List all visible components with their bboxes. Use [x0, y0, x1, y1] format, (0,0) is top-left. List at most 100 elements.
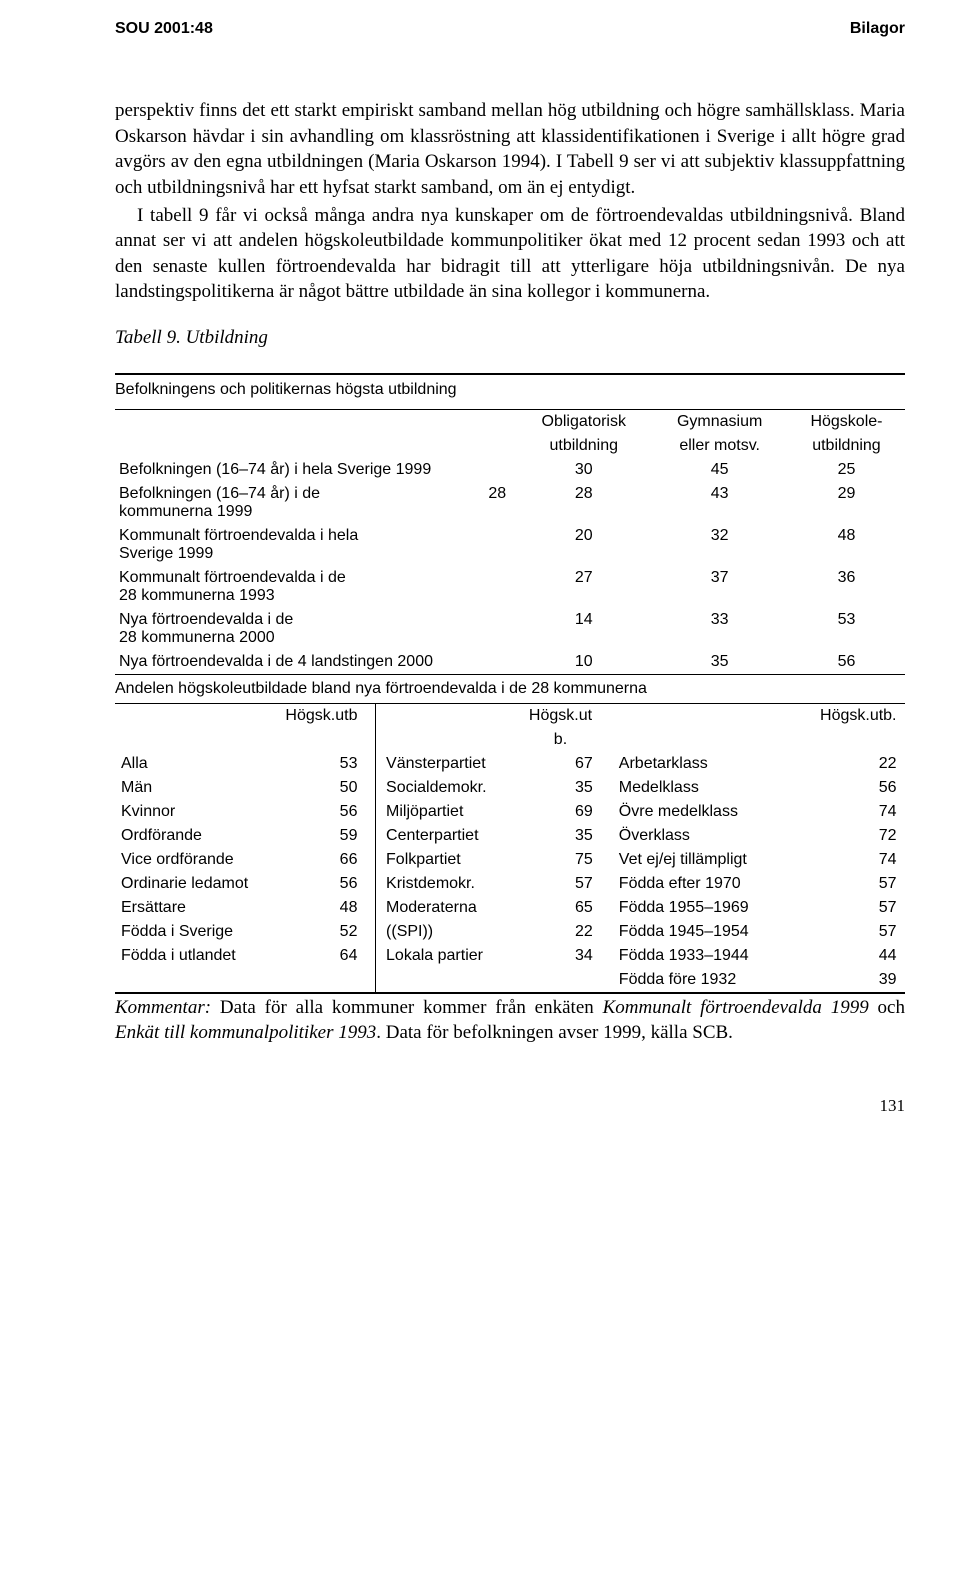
table-2: Högsk.utb Högsk.ut Högsk.utb. b. Alla53V…: [115, 704, 905, 992]
t1-head-c2b: eller motsv.: [651, 434, 788, 458]
t2-av: 50: [278, 776, 372, 800]
t1-extra: [478, 458, 516, 482]
t1-val-b: 35: [651, 650, 788, 674]
t2-bv: [522, 968, 609, 992]
t2-a: Ordinarie ledamot: [115, 872, 278, 896]
t1-val-c: 53: [788, 608, 905, 650]
comment-it1: Kommunalt förtroendevalda 1999: [603, 997, 869, 1018]
t1-head-c2: Gymnasium: [651, 410, 788, 434]
t2-av: [278, 968, 372, 992]
t1-val-c: 36: [788, 566, 905, 608]
t2-bv: 35: [522, 824, 609, 848]
paragraph-1: perspektiv finns det ett starkt empirisk…: [115, 98, 905, 201]
t1-extra: [478, 566, 516, 608]
t2-h3: Högsk.utb.: [812, 704, 904, 728]
t2-bv: 22: [522, 920, 609, 944]
t2-b: Moderaterna: [376, 896, 523, 920]
t1-row-label: Nya förtroendevalda i de 4 landstingen 2…: [115, 650, 478, 674]
t2-cv: 74: [812, 848, 904, 872]
t1-row-label: Befolkningen (16–74 år) i dekommunerna 1…: [115, 482, 478, 524]
t1-head-c3: Högskole-: [788, 410, 905, 434]
t2-c: Födda 1955–1969: [609, 896, 813, 920]
t1-val-b: 45: [651, 458, 788, 482]
t2-av: 56: [278, 872, 372, 896]
table-1: Obligatorisk Gymnasium Högskole- utbildn…: [115, 410, 905, 674]
comment: Kommentar: Data för alla kommuner kommer…: [115, 996, 905, 1045]
t2-av: 48: [278, 896, 372, 920]
t2-c: Arbetarklass: [609, 752, 813, 776]
t2-bv: 34: [522, 944, 609, 968]
t2-bv: 75: [522, 848, 609, 872]
t1-caption: Befolkningens och politikernas högsta ut…: [115, 375, 905, 405]
comment-t1: Data för alla kommuner kommer från enkät…: [211, 997, 603, 1018]
t2-c: Födda 1933–1944: [609, 944, 813, 968]
t2-c: Födda 1945–1954: [609, 920, 813, 944]
t2-bv: 69: [522, 800, 609, 824]
t1-val-a: 28: [516, 482, 651, 524]
t1-val-c: 29: [788, 482, 905, 524]
t2-h2: Högsk.ut: [529, 707, 592, 724]
table-title: Tabell 9. Utbildning: [115, 327, 905, 349]
t1-row-label: Kommunalt förtroendevalda i de28 kommune…: [115, 566, 478, 608]
t2-a: Födda i Sverige: [115, 920, 278, 944]
t2-b: [376, 968, 523, 992]
t2-cv: 57: [812, 896, 904, 920]
t2-a: Vice ordförande: [115, 848, 278, 872]
t2-b: Socialdemokr.: [376, 776, 523, 800]
t2-a: [115, 968, 278, 992]
paragraph-2: I tabell 9 får vi också många andra nya …: [115, 203, 905, 306]
t1-val-b: 43: [651, 482, 788, 524]
t2-bv: 65: [522, 896, 609, 920]
t1-row-label: Nya förtroendevalda i de28 kommunerna 20…: [115, 608, 478, 650]
t2-cv: 57: [812, 920, 904, 944]
t1-val-a: 27: [516, 566, 651, 608]
t2-b: ((SPI)): [376, 920, 523, 944]
t1-val-a: 10: [516, 650, 651, 674]
t2-bv: 35: [522, 776, 609, 800]
t2-av: 53: [278, 752, 372, 776]
t1-val-c: 56: [788, 650, 905, 674]
t1-val-b: 32: [651, 524, 788, 566]
t2-c: Födda före 1932: [609, 968, 813, 992]
t2-h2b: b.: [522, 728, 609, 752]
t1-row-label: Kommunalt förtroendevalda i helaSverige …: [115, 524, 478, 566]
t2-av: 52: [278, 920, 372, 944]
t2-cv: 72: [812, 824, 904, 848]
t2-cv: 44: [812, 944, 904, 968]
subcaption: Andelen högskoleutbildade bland nya fört…: [115, 675, 905, 703]
t2-av: 56: [278, 800, 372, 824]
t1-val-b: 33: [651, 608, 788, 650]
t1-head-c1: Obligatorisk: [516, 410, 651, 434]
t1-extra: 28: [478, 482, 516, 524]
t1-val-c: 48: [788, 524, 905, 566]
t2-b: Centerpartiet: [376, 824, 523, 848]
t2-cv: 74: [812, 800, 904, 824]
header-left: SOU 2001:48: [115, 20, 213, 38]
t1-val-b: 37: [651, 566, 788, 608]
t2-bv: 67: [522, 752, 609, 776]
t2-cv: 39: [812, 968, 904, 992]
t2-av: 64: [278, 944, 372, 968]
comment-t3: . Data för befolkningen avser 1999, käll…: [376, 1022, 733, 1043]
t1-val-c: 25: [788, 458, 905, 482]
t2-av: 66: [278, 848, 372, 872]
t1-val-a: 20: [516, 524, 651, 566]
t2-a: Alla: [115, 752, 278, 776]
t2-a: Kvinnor: [115, 800, 278, 824]
t2-b: Lokala partier: [376, 944, 523, 968]
t2-b: Vänsterpartiet: [376, 752, 523, 776]
t2-a: Ersättare: [115, 896, 278, 920]
t2-a: Födda i utlandet: [115, 944, 278, 968]
t2-a: Ordförande: [115, 824, 278, 848]
t1-extra: [478, 524, 516, 566]
page-number: 131: [115, 1096, 905, 1116]
t1-val-a: 14: [516, 608, 651, 650]
t2-cv: 56: [812, 776, 904, 800]
t1-val-a: 30: [516, 458, 651, 482]
t1-head-c1b: utbildning: [516, 434, 651, 458]
t2-c: Medelklass: [609, 776, 813, 800]
t2-b: Kristdemokr.: [376, 872, 523, 896]
header-right: Bilagor: [850, 20, 905, 38]
t2-h1: Högsk.utb: [278, 704, 372, 728]
t1-head-c3b: utbildning: [788, 434, 905, 458]
